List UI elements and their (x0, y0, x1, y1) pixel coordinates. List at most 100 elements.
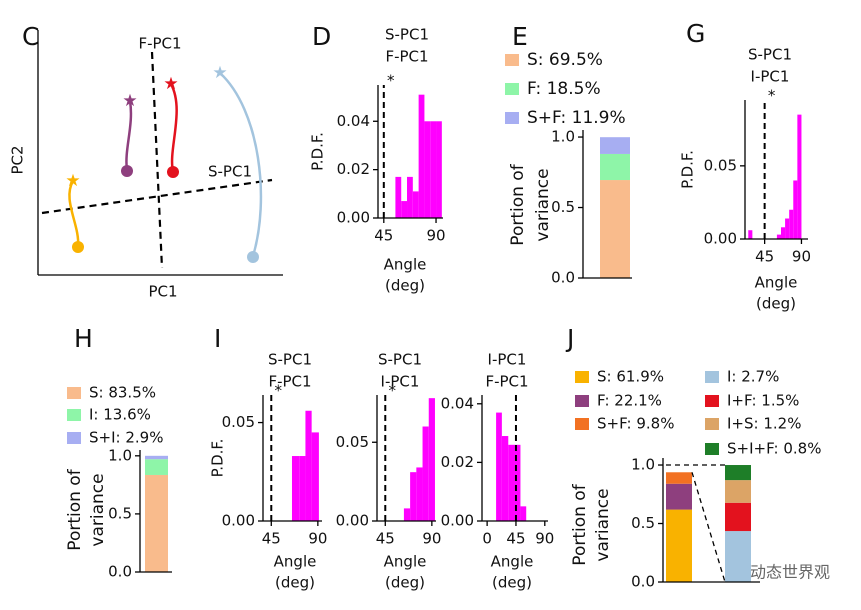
legend-label: S+F: 9.8% (597, 415, 674, 433)
bar (785, 218, 790, 239)
bar (418, 94, 425, 218)
x-tick-label: 45 (262, 530, 281, 548)
trajectory (68, 180, 80, 247)
y-axis-label: variance (88, 473, 108, 546)
legend-label: S+I+F: 0.8% (727, 440, 821, 458)
bar-segment (600, 137, 630, 154)
legend-label: S+I: 2.9% (89, 429, 163, 447)
y-tick-label: 1.0 (631, 456, 655, 474)
line-label: S-PC1 (208, 163, 252, 181)
y-tick-label: 0.02 (441, 453, 474, 471)
end-dot (121, 165, 133, 177)
legend-label: I+F: 1.5% (727, 392, 799, 410)
x-tick-label: 0 (482, 530, 492, 548)
bar (797, 114, 802, 239)
y-axis-label: P.D.F. (309, 132, 327, 171)
trajectory (169, 83, 178, 172)
legend-swatch (575, 395, 589, 407)
x-axis-label: Angle (384, 553, 427, 571)
y-axis-label: Portion of (508, 163, 528, 245)
end-dot (72, 241, 84, 253)
bar (789, 209, 794, 239)
bar (422, 426, 429, 521)
bar (401, 201, 408, 218)
f-pc1-line (150, 51, 164, 269)
y-tick-label: 0.0 (108, 563, 132, 581)
x-axis-label: Angle (274, 553, 317, 571)
y-tick-label: 0.00 (337, 209, 370, 227)
s-pc1-line (41, 178, 273, 215)
x-axis-label: (deg) (385, 277, 425, 295)
x-tick-label: 45 (374, 227, 393, 245)
legend-label: S: 69.5% (527, 50, 603, 70)
x-axis-label: (deg) (275, 574, 315, 592)
y-axis-label: Portion of (65, 468, 85, 550)
chart-title: S-PC1 (385, 26, 429, 44)
x-tick-label: 90 (792, 248, 811, 266)
inset-segment (725, 480, 751, 503)
legend-swatch (67, 387, 81, 399)
x-axis-label: Angle (384, 256, 427, 274)
inset-segment (725, 502, 751, 532)
start-star: ★ (122, 91, 137, 111)
bar (311, 432, 319, 521)
legend-label: I+S: 1.2% (727, 415, 801, 433)
y-tick-label: 0.5 (108, 504, 132, 522)
bar (395, 176, 402, 218)
bar-segment (145, 459, 168, 475)
bar (430, 121, 437, 218)
panel-letter: D (312, 22, 331, 51)
start-star: ★ (163, 74, 178, 94)
trajectory (219, 72, 263, 257)
end-dot (167, 166, 179, 178)
x-tick-label: 45 (376, 530, 395, 548)
x-axis-label: Angle (491, 553, 534, 571)
x-axis-label: (deg) (385, 574, 425, 592)
panel-letter: E (512, 22, 528, 51)
y-tick-label: 0.0 (551, 269, 575, 287)
zoom-line (691, 472, 726, 583)
bar (412, 191, 419, 218)
panel-letter: G (686, 19, 705, 48)
bar (776, 234, 781, 239)
legend-label: F: 18.5% (527, 79, 601, 99)
annotation: * (275, 382, 283, 400)
chart-title: I-PC1 (751, 68, 790, 86)
panel-letter: J (565, 324, 574, 353)
legend-label: F: 22.1% (597, 392, 662, 410)
bar (496, 412, 502, 521)
y-tick-label: 0.5 (551, 198, 575, 216)
panel-c: C F-PC1 S-PC1 PC1 PC2 ★ ★ ★ ★ (9, 22, 283, 301)
x-tick-label: 45 (755, 248, 774, 266)
x-tick-label: 90 (535, 530, 554, 548)
bar (520, 506, 527, 521)
panel-letter: H (74, 324, 93, 353)
legend-swatch (67, 409, 81, 421)
legend-swatch (705, 371, 719, 383)
chart-title: S-PC1 (748, 46, 792, 64)
legend-label: S: 83.5% (89, 384, 156, 402)
y-tick-label: 0.0 (631, 573, 655, 591)
legend-swatch (705, 443, 719, 455)
bar (793, 180, 798, 239)
x-tick-label: 45 (506, 530, 525, 548)
bar-segment (600, 153, 630, 181)
bar-segment (600, 180, 630, 278)
legend-swatch (505, 54, 519, 66)
y-axis-label: P.D.F. (679, 150, 697, 189)
y-tick-label: 0.05 (222, 413, 255, 431)
bar-segment (666, 472, 692, 484)
y-tick-label: 0.04 (441, 394, 474, 412)
x-tick-label: 90 (426, 227, 445, 245)
bar (748, 230, 753, 239)
y-tick-label: 0.05 (704, 156, 737, 174)
bar (424, 121, 431, 218)
y-tick-label: 1.0 (108, 446, 132, 464)
y-tick-label: 0.02 (337, 160, 370, 178)
chart-title: I-PC1 (488, 351, 527, 369)
legend-swatch (67, 432, 81, 444)
bar-segment (145, 474, 168, 572)
x-tick-label: 90 (308, 530, 327, 548)
panel-letter: I (214, 324, 221, 353)
